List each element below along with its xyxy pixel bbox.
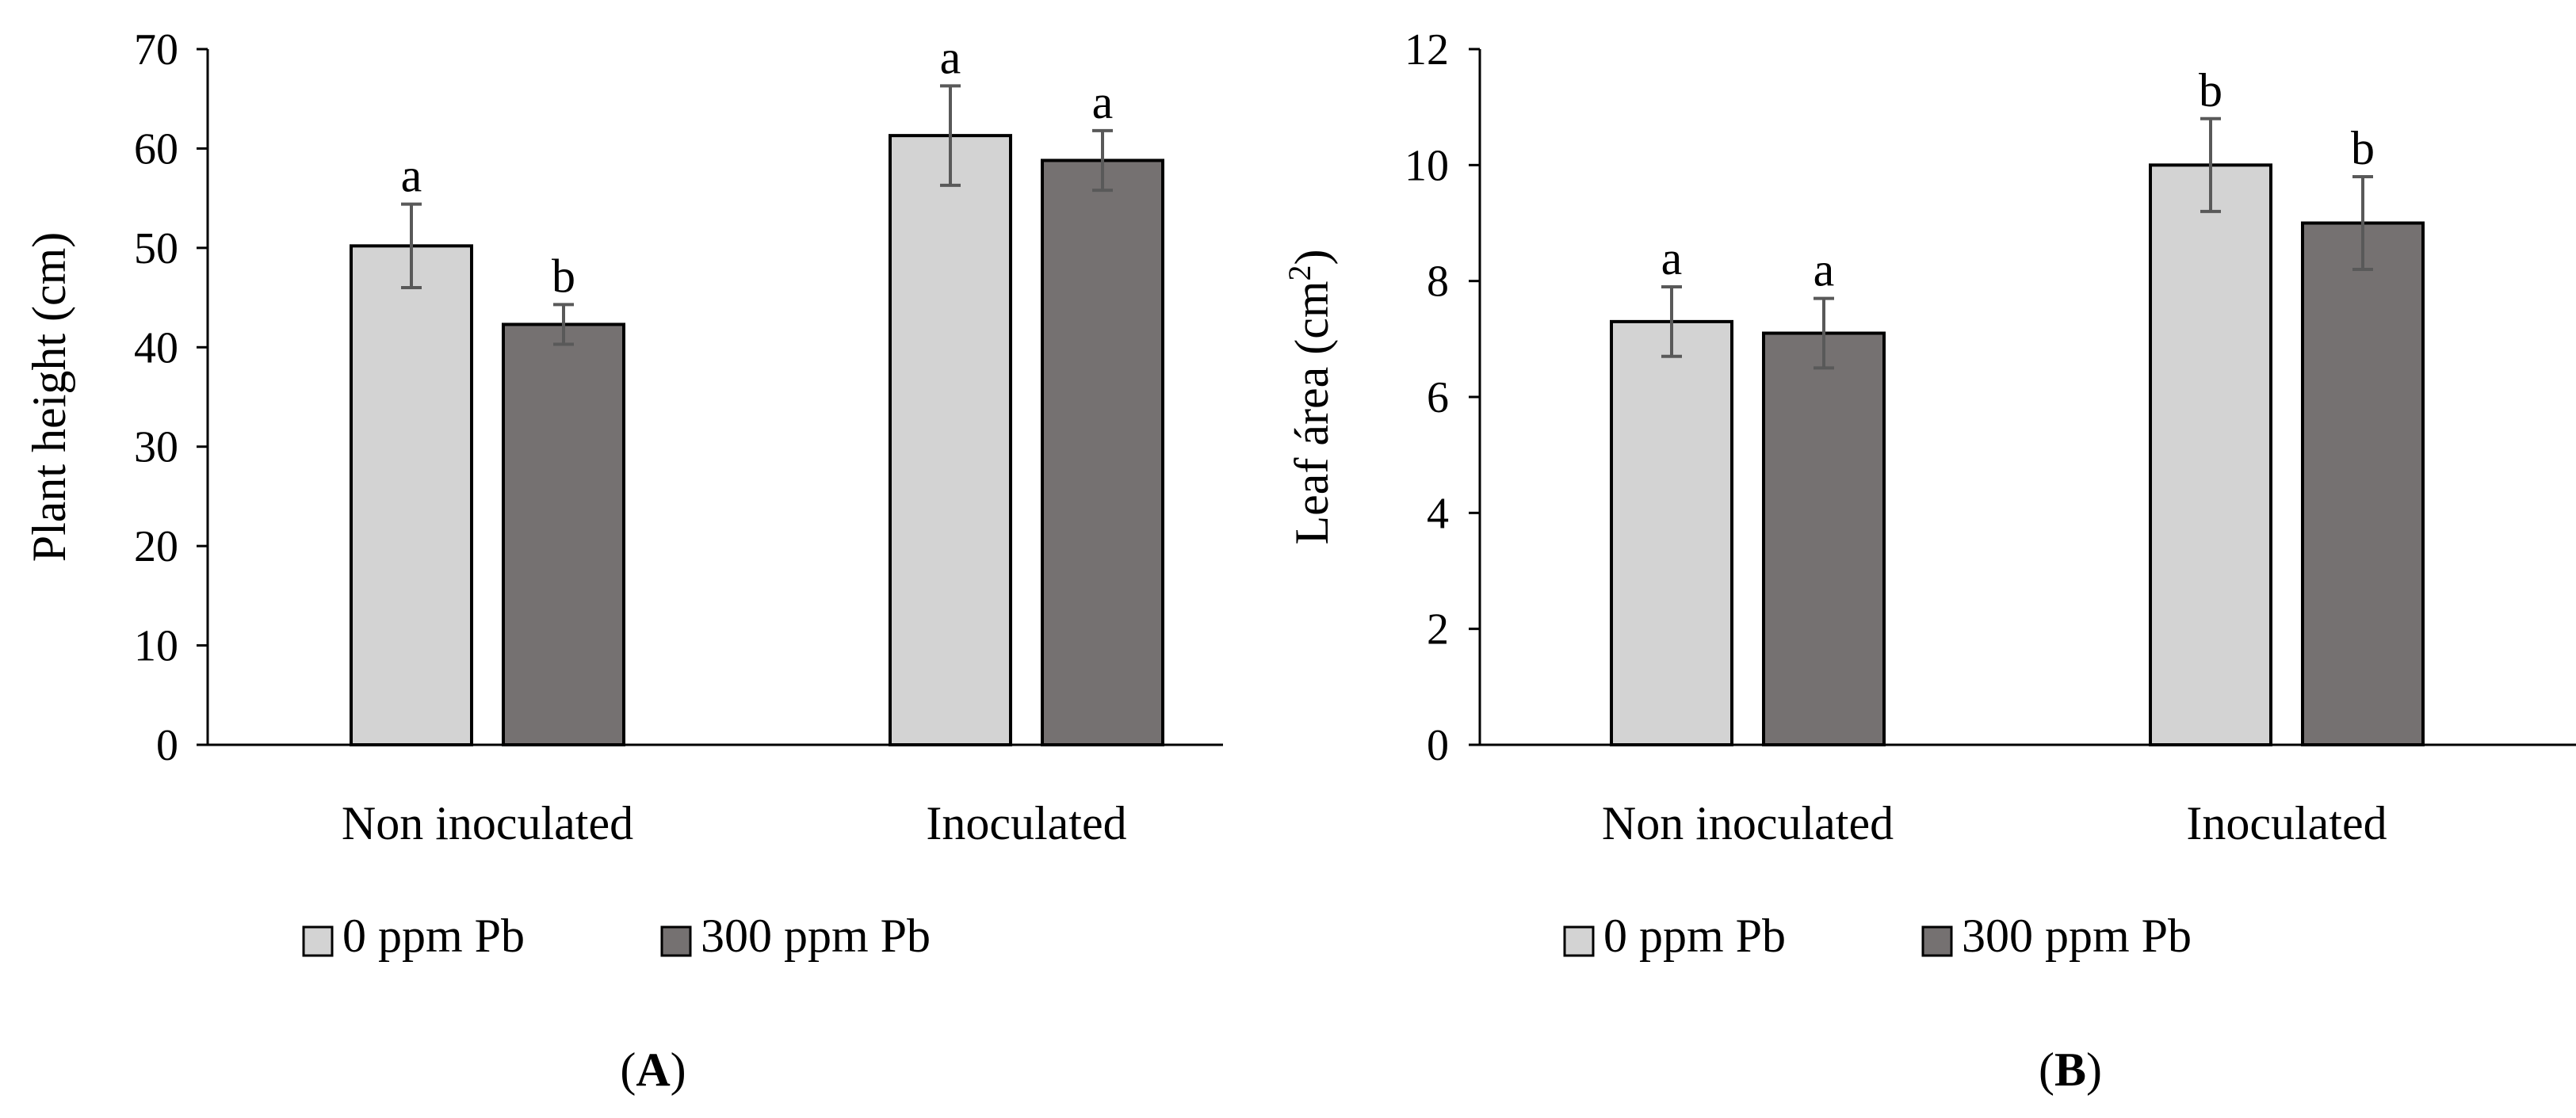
significance-letter: a — [1661, 232, 1683, 284]
x-category-label: Inoculated — [2186, 797, 2387, 849]
y-tick-label: 12 — [1405, 25, 1449, 74]
y-tick-label: 30 — [134, 423, 178, 472]
panel-a-caption: (A) — [620, 1044, 686, 1096]
legend-swatch-300-ppm — [1921, 925, 1953, 957]
significance-letter: a — [401, 150, 422, 202]
x-category-label: Non inoculated — [342, 797, 633, 849]
x-category-label: Non inoculated — [1602, 797, 1894, 849]
y-tick-label: 40 — [134, 323, 178, 372]
significance-letter: a — [1814, 244, 1835, 296]
bar — [502, 322, 625, 746]
panel-a-legend: 0 ppm Pb 300 ppm Pb — [302, 910, 931, 962]
y-tick-label: 60 — [134, 124, 178, 174]
y-tick-label: 8 — [1427, 258, 1449, 307]
bar — [350, 244, 473, 746]
y-tick-label: 0 — [1427, 721, 1449, 770]
panel-a-chart: 0 10 20 30 40 50 60 70 Plant height (cm) Non inoc… — [23, 25, 1223, 849]
significance-letter: b — [552, 250, 575, 302]
y-tick-label: 4 — [1427, 489, 1449, 538]
significance-letter: a — [1092, 76, 1114, 128]
y-tick-label: 6 — [1427, 373, 1449, 422]
panel-b-legend: 0 ppm Pb 300 ppm Pb — [1563, 910, 2192, 962]
y-tick-label: 10 — [1405, 141, 1449, 190]
legend-swatch-300-ppm — [660, 925, 692, 957]
legend-label-0-ppm: 0 ppm Pb — [1603, 910, 1786, 962]
y-tick-label: 2 — [1427, 605, 1449, 654]
y-tick-label: 50 — [134, 224, 178, 273]
bar — [1610, 319, 1733, 746]
panel-b-chart: 0 2 4 6 8 10 12 Leaf área (cm2) Non inoculated In… — [1282, 25, 2576, 849]
bar — [2149, 163, 2272, 747]
bar — [889, 134, 1012, 746]
bar — [2301, 221, 2425, 746]
legend-label-300-ppm: 300 ppm Pb — [701, 910, 931, 962]
y-tick-label: 10 — [134, 622, 178, 671]
panel-b-caption: (B) — [2039, 1044, 2102, 1096]
y-tick-label: 70 — [134, 25, 178, 74]
bar — [1762, 331, 1886, 746]
bar — [1041, 158, 1164, 747]
y-tick-label: 0 — [156, 721, 178, 770]
significance-letter: a — [940, 31, 961, 83]
significance-letter: b — [2351, 122, 2375, 174]
y-axis-title: Plant height (cm) — [23, 232, 75, 563]
x-category-label: Inoculated — [926, 797, 1126, 849]
legend-label-0-ppm: 0 ppm Pb — [342, 910, 525, 962]
y-tick-label: 20 — [134, 522, 178, 571]
significance-letter: b — [2199, 64, 2222, 116]
legend-swatch-0-ppm — [302, 925, 334, 957]
y-axis-title: Leaf área (cm2) — [1282, 249, 1338, 544]
legend-label-300-ppm: 300 ppm Pb — [1962, 910, 2192, 962]
legend-swatch-0-ppm — [1563, 925, 1595, 957]
